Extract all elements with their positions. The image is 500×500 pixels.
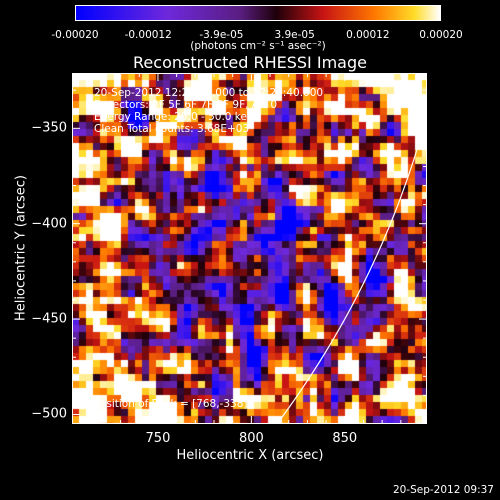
x-tick-label: 850 (332, 431, 358, 446)
plot-border (72, 73, 427, 424)
plot-frame (72, 73, 427, 424)
heatmap-image (72, 73, 427, 424)
y-tick-label: −450 (31, 311, 67, 327)
info-line: Detectors: 3F 5F 6F 7F 8F 9F, Att 0 (94, 99, 278, 111)
colorbar-tick-label: 0.00012 (346, 29, 390, 41)
x-tick-label: 800 (238, 431, 264, 446)
x-axis-label: Heliocentric X (arcsec) (176, 448, 324, 463)
y-tick-label: −400 (31, 216, 67, 232)
info-line: Energy Range: 25.0 - 50.0 keV (94, 111, 255, 123)
colorbar-unit-label: (photons cm⁻² s⁻¹ asec⁻²) (190, 40, 326, 52)
colorbar (75, 5, 441, 21)
colorbar-tick-label: 0.00020 (419, 29, 463, 41)
x-tick-label: 750 (145, 431, 171, 446)
y-tick-label: −500 (31, 406, 67, 422)
y-tick-label: −350 (31, 120, 67, 136)
colorbar-tick-label: -0.00020 (51, 29, 99, 41)
solar-limb-curve (276, 114, 427, 424)
colorbar-tick-label: 3.9e-05 (274, 29, 315, 41)
colorbar-tick-label: -0.00012 (124, 29, 172, 41)
timestamp: 20-Sep-2012 09:37 (392, 484, 494, 496)
y-axis-label: Heliocentric Y (arcsec) (13, 175, 29, 321)
plot-area (72, 73, 427, 424)
chart-title: Reconstructed RHESSI Image (133, 53, 367, 72)
info-line: 20-Sep-2012 12:27:00.000 to 12:29:40.000 (94, 87, 324, 99)
info-line: Clean Total counts: 3.68E+03 (94, 123, 250, 135)
peak-position-label: Position of Peak = [768,-338] (94, 398, 248, 410)
colorbar-tick-label: -3.9e-05 (199, 29, 244, 41)
